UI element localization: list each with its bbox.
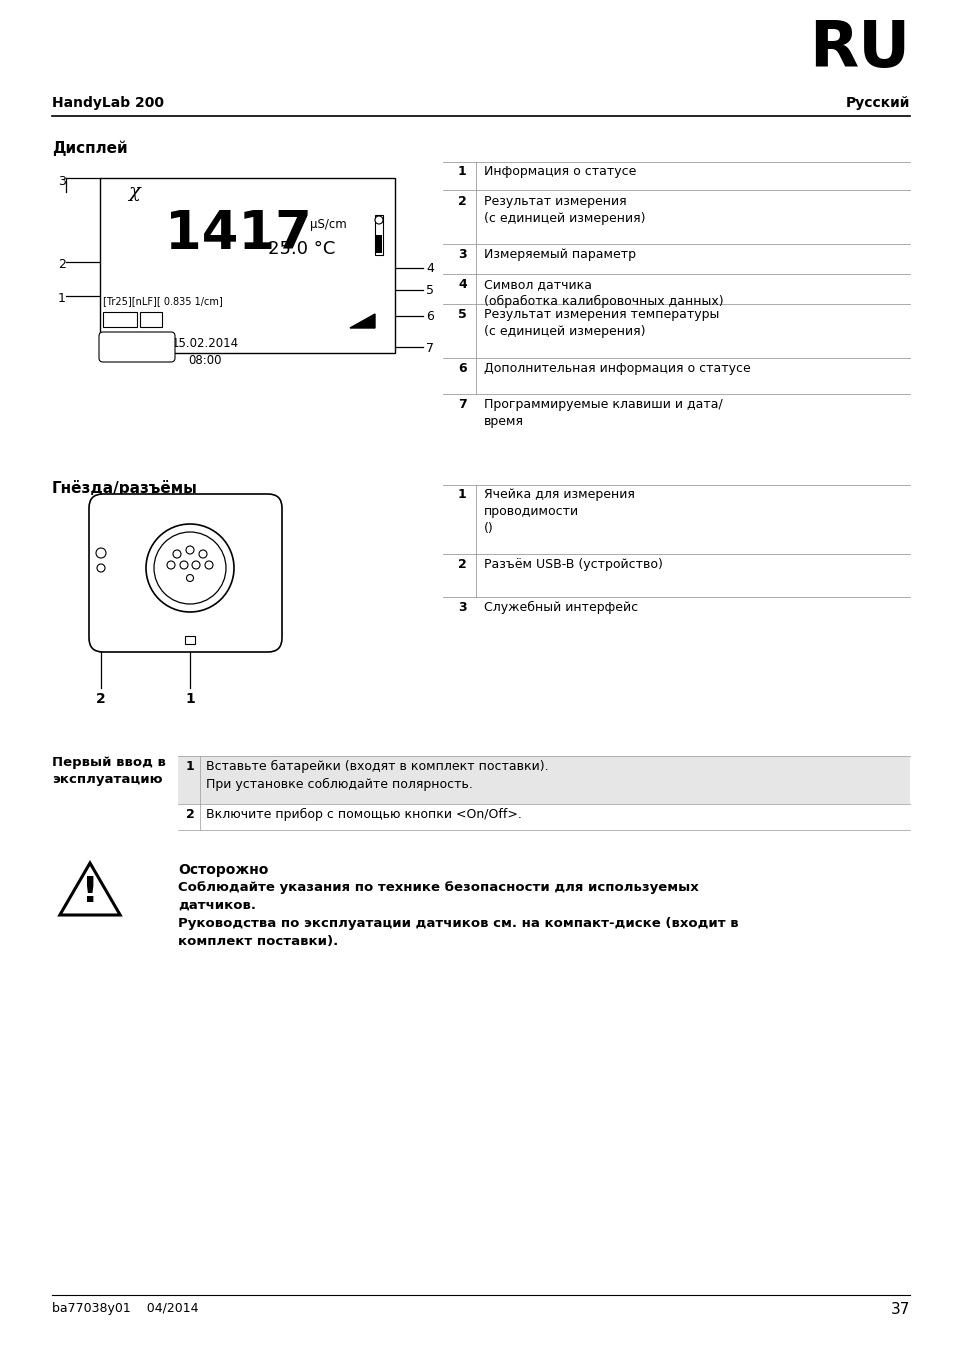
Text: RU: RU <box>808 18 909 80</box>
Text: Результат измерения температуры
(с единицей измерения): Результат измерения температуры (с едини… <box>483 308 719 338</box>
Text: 1: 1 <box>457 165 466 178</box>
Circle shape <box>167 562 174 568</box>
Text: Первый ввод в
эксплуатацию: Первый ввод в эксплуатацию <box>52 756 166 787</box>
Text: 1: 1 <box>457 487 466 501</box>
Text: Информация о статусе: Информация о статусе <box>483 165 636 178</box>
Bar <box>375 235 381 252</box>
Circle shape <box>199 549 207 558</box>
Text: 4: 4 <box>457 278 466 292</box>
Text: [Tr25][nLF][ 0.835 1/cm]: [Tr25][nLF][ 0.835 1/cm] <box>103 296 222 306</box>
Text: Разъём USB-B (устройство): Разъём USB-B (устройство) <box>483 558 662 571</box>
Text: µS/cm: µS/cm <box>310 217 346 231</box>
Circle shape <box>180 562 188 568</box>
Text: 2: 2 <box>186 809 194 821</box>
Circle shape <box>146 524 233 612</box>
Text: 1: 1 <box>185 693 194 706</box>
Text: 25.0 °C: 25.0 °C <box>268 240 335 258</box>
Text: Гнёзда/разъёмы: Гнёзда/разъёмы <box>52 481 197 495</box>
Bar <box>100 178 395 352</box>
Text: Menu: Menu <box>120 340 154 354</box>
Text: 6: 6 <box>457 362 466 375</box>
Text: 7: 7 <box>457 398 466 410</box>
Text: 4: 4 <box>426 262 434 275</box>
FancyBboxPatch shape <box>89 494 282 652</box>
Circle shape <box>375 216 382 224</box>
Bar <box>185 636 194 644</box>
Circle shape <box>186 575 193 582</box>
Bar <box>140 312 162 327</box>
Text: 1: 1 <box>58 292 66 305</box>
Text: 5: 5 <box>457 308 466 321</box>
Circle shape <box>192 562 200 568</box>
FancyBboxPatch shape <box>99 332 174 362</box>
Text: ba77038y01    04/2014: ba77038y01 04/2014 <box>52 1301 198 1315</box>
Text: Программируемые клавиши и дата/
время: Программируемые клавиши и дата/ время <box>483 398 722 428</box>
Text: HOLD: HOLD <box>106 315 134 324</box>
Text: Символ датчика
(обработка калибровочных данных): Символ датчика (обработка калибровочных … <box>483 278 723 308</box>
Text: 2: 2 <box>457 558 466 571</box>
Text: χ: χ <box>128 184 140 201</box>
Bar <box>375 215 382 255</box>
Text: 1: 1 <box>186 760 194 774</box>
Circle shape <box>186 545 193 554</box>
Text: !: ! <box>82 875 98 909</box>
Text: Осторожно: Осторожно <box>178 863 268 878</box>
Text: Включите прибор с помощью кнопки <On/Off>.: Включите прибор с помощью кнопки <On/Off… <box>206 809 521 821</box>
Text: Дисплей: Дисплей <box>52 140 128 155</box>
Text: Вставьте батарейки (входят в комплект поставки).
При установке соблюдайте полярн: Вставьте батарейки (входят в комплект по… <box>206 760 548 791</box>
Bar <box>103 312 137 327</box>
Circle shape <box>97 564 105 572</box>
Text: HandyLab 200: HandyLab 200 <box>52 96 164 109</box>
Text: 5: 5 <box>426 285 434 297</box>
Circle shape <box>205 562 213 568</box>
Bar <box>178 756 909 805</box>
Polygon shape <box>60 863 120 915</box>
Text: 1417: 1417 <box>165 208 312 261</box>
Circle shape <box>96 548 106 558</box>
Text: 2: 2 <box>58 258 66 271</box>
Text: 3: 3 <box>58 176 66 188</box>
Text: 37: 37 <box>890 1301 909 1318</box>
Text: Измеряемый параметр: Измеряемый параметр <box>483 248 636 261</box>
Text: 2: 2 <box>96 693 106 706</box>
Polygon shape <box>350 315 375 328</box>
Text: 3: 3 <box>457 248 466 261</box>
Text: Результат измерения
(с единицей измерения): Результат измерения (с единицей измерени… <box>483 194 645 225</box>
Text: Служебный интерфейс: Служебный интерфейс <box>483 601 638 614</box>
Text: 7: 7 <box>426 342 434 355</box>
Text: Ячейка для измерения
проводимости
(): Ячейка для измерения проводимости () <box>483 487 634 535</box>
Text: 3: 3 <box>457 601 466 614</box>
Text: Дополнительная информация о статусе: Дополнительная информация о статусе <box>483 362 750 375</box>
Text: AR: AR <box>144 315 157 324</box>
Text: 2: 2 <box>457 194 466 208</box>
Text: Русский: Русский <box>844 96 909 109</box>
Text: 15.02.2014
08:00: 15.02.2014 08:00 <box>172 338 238 367</box>
Circle shape <box>153 532 226 603</box>
Text: 6: 6 <box>426 310 434 324</box>
Text: Соблюдайте указания по технике безопасности для используемых
датчиков.
Руководст: Соблюдайте указания по технике безопасно… <box>178 882 738 948</box>
Circle shape <box>172 549 181 558</box>
